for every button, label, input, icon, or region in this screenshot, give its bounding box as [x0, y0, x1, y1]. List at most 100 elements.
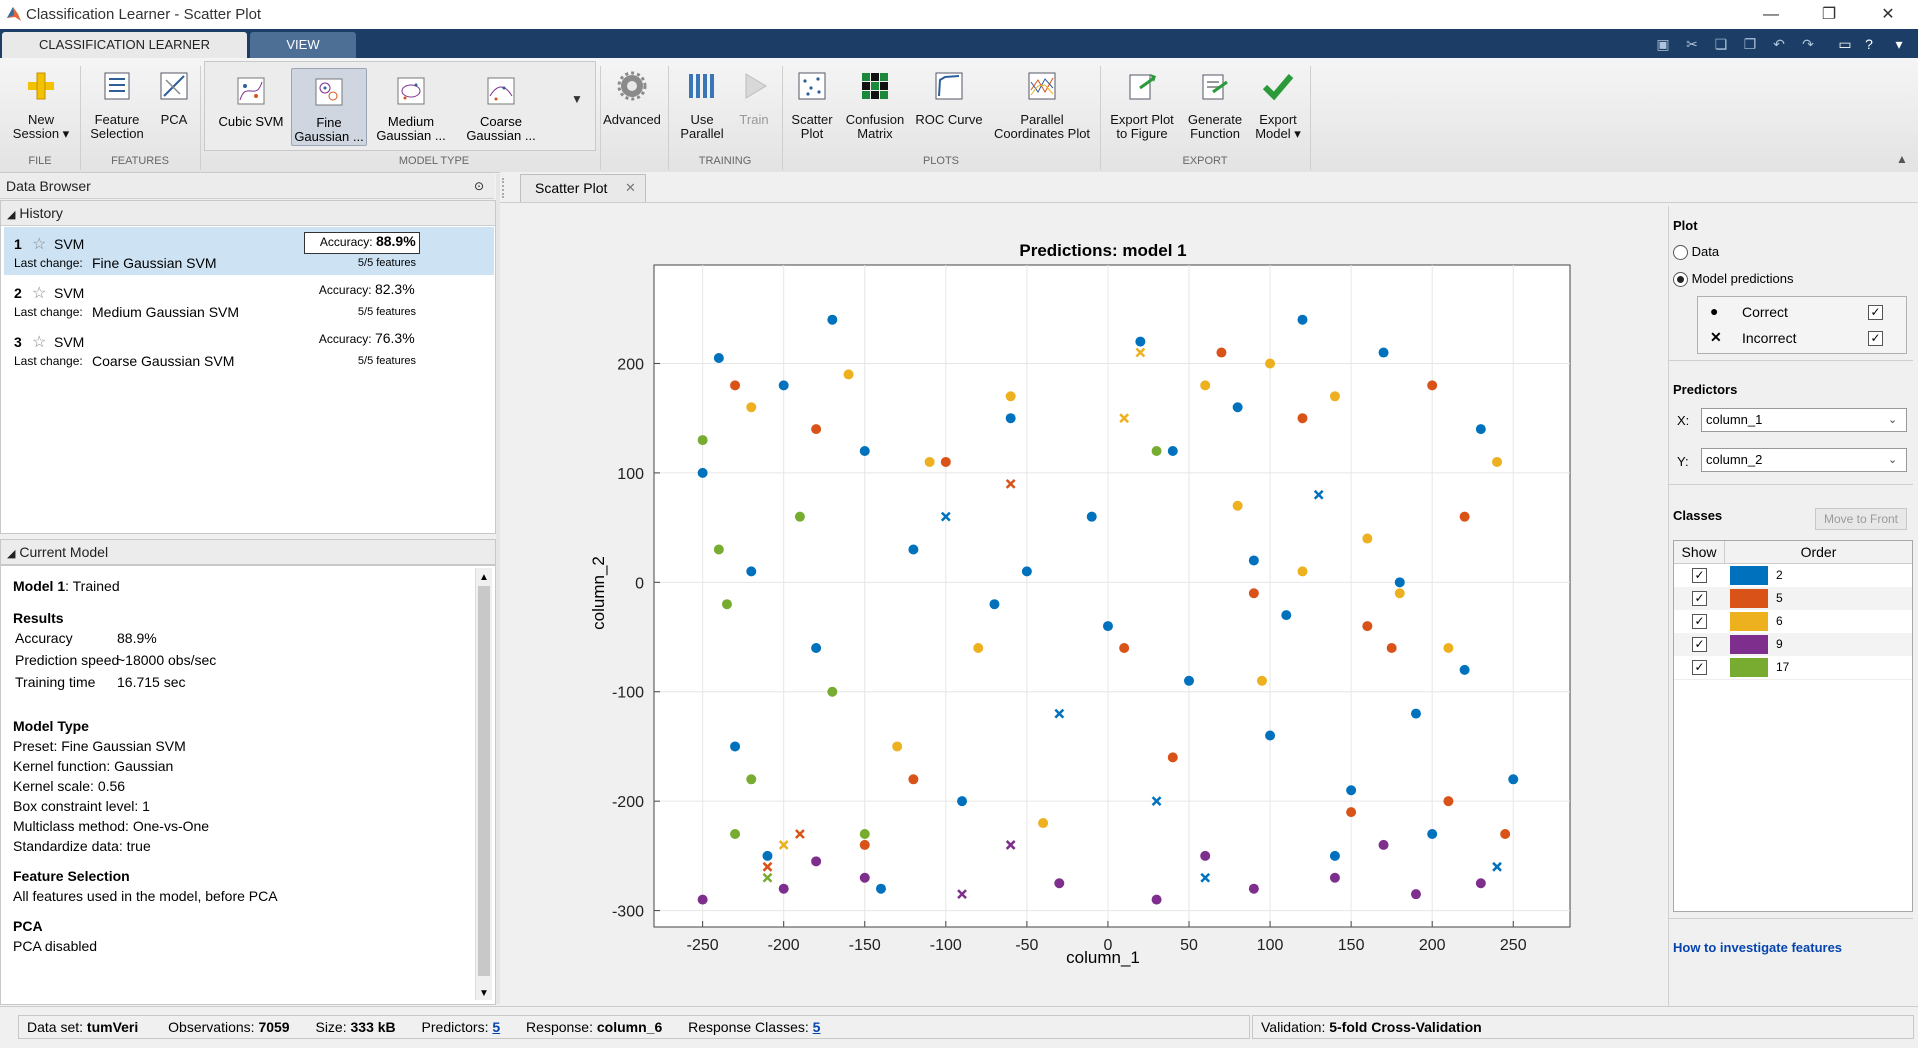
restore-button[interactable]: ❐ [1821, 6, 1837, 23]
help-icon[interactable]: ? [1865, 36, 1873, 52]
history-header[interactable]: ◢ History [1, 201, 495, 226]
model-predictions-radio[interactable]: Model predictions [1673, 271, 1794, 288]
x-predictor-select[interactable]: column_1 ⌄ [1701, 408, 1907, 432]
close-button[interactable]: ✕ [1881, 6, 1895, 23]
correct-point [1232, 500, 1243, 511]
class-row[interactable]: ✓ 2 [1674, 564, 1912, 588]
new-session-label: New Session ▾ [12, 112, 70, 141]
x-tick-label: -250 [687, 937, 719, 954]
predictors-link[interactable]: 5 [492, 1019, 501, 1035]
title-bar: Classification Learner - Scatter Plot — … [0, 0, 1918, 30]
data-browser-menu-icon[interactable]: ⊙ [474, 179, 485, 193]
undo-icon[interactable]: ↶ [1773, 36, 1785, 52]
class-row[interactable]: ✓ 6 [1674, 610, 1912, 634]
class-show-checkbox[interactable]: ✓ [1692, 614, 1707, 629]
current-model-header[interactable]: ◢ Current Model [0, 539, 496, 565]
tab-scatter-plot[interactable]: Scatter Plot ✕ [520, 174, 646, 202]
collapse-ribbon-icon[interactable]: ▲ [1896, 152, 1908, 166]
class-row[interactable]: ✓ 17 [1674, 656, 1912, 680]
feature-selection-button[interactable]: Feature Selection [84, 64, 150, 150]
scroll-down-icon[interactable]: ▼ [479, 988, 489, 999]
advanced-button[interactable]: Advanced [602, 64, 662, 150]
export-plot-button[interactable]: Export Plot to Figure [1104, 64, 1180, 150]
star-icon[interactable]: ☆ [32, 236, 47, 253]
correct-point [713, 353, 724, 364]
use-parallel-button[interactable]: Use Parallel [674, 64, 730, 150]
correct-point [989, 599, 1000, 610]
new-session-button[interactable]: New Session ▾ [6, 64, 76, 150]
scroll-up-icon[interactable]: ▲ [479, 572, 489, 583]
scrollbar-thumb[interactable] [478, 586, 490, 976]
expand-icon[interactable]: ▾ [1895, 36, 1903, 52]
confusion-matrix-label: Confusion Matrix [845, 112, 905, 141]
data-radio[interactable]: Data [1673, 244, 1719, 261]
fine-gaussian-label: Fine Gaussian ... [294, 115, 364, 144]
result-key: Accuracy [15, 630, 73, 646]
pca-button[interactable]: PCA [152, 64, 196, 150]
y-predictor-select[interactable]: column_2 ⌄ [1701, 448, 1907, 472]
correct-point [1362, 533, 1373, 544]
train-button[interactable]: Train [732, 64, 776, 150]
class-row[interactable]: ✓ 9 [1674, 633, 1912, 657]
class-show-checkbox[interactable]: ✓ [1692, 568, 1707, 583]
correct-point [892, 741, 903, 752]
history-item[interactable]: 3 ☆ SVM Last change: Coarse Gaussian SVM Accu… [4, 325, 494, 374]
incorrect-checkbox[interactable]: ✓ [1868, 331, 1883, 346]
cubic-svm-item[interactable]: Cubic SVM [213, 68, 289, 144]
last-change-label: Last change: [14, 354, 83, 368]
copy-icon[interactable]: ❏ [1714, 36, 1728, 52]
confusion-matrix-button[interactable]: Confusion Matrix [842, 64, 908, 150]
response-classes-link[interactable]: 5 [812, 1019, 821, 1035]
tab-view[interactable]: VIEW [250, 32, 356, 58]
correct-point [1427, 828, 1438, 839]
medium-gaussian-item[interactable]: Medium Gaussian ... [371, 68, 451, 144]
move-to-front-button[interactable]: Move to Front [1815, 508, 1907, 530]
class-show-checkbox[interactable]: ✓ [1692, 637, 1707, 652]
gallery-expand-icon[interactable]: ▼ [571, 92, 583, 106]
how-to-investigate-link[interactable]: How to investigate features [1673, 940, 1843, 955]
export-model-button[interactable]: Export Model ▾ [1250, 64, 1306, 150]
close-tab-icon[interactable]: ✕ [625, 180, 636, 195]
current-model-scrollbar[interactable]: ▲ ▼ [475, 568, 492, 1000]
scatter-plot-button[interactable]: Scatter Plot [786, 64, 838, 150]
class-row[interactable]: ✓ 5 [1674, 587, 1912, 611]
incorrect-point [1313, 489, 1324, 500]
incorrect-point [940, 511, 951, 522]
incorrect-marker-icon: ✕ [1710, 329, 1722, 345]
class-show-checkbox[interactable]: ✓ [1692, 660, 1707, 675]
save-icon[interactable]: ▣ [1656, 36, 1670, 52]
class-color-swatch [1730, 635, 1768, 654]
panel-splitter[interactable] [496, 174, 502, 1004]
model-type-line: Kernel function: Gaussian [13, 758, 174, 774]
roc-curve-button[interactable]: ROC Curve [914, 64, 984, 150]
fine-gaussian-item[interactable]: Fine Gaussian ... [291, 68, 367, 146]
tab-classification-learner[interactable]: CLASSIFICATION LEARNER [2, 32, 247, 58]
parallel-coordinates-button[interactable]: Parallel Coordinates Plot [990, 64, 1094, 150]
y-tick-label: -100 [612, 685, 644, 702]
star-icon[interactable]: ☆ [32, 285, 47, 302]
history-item[interactable]: 2 ☆ SVM Last change: Medium Gaussian SVM Accu… [4, 276, 494, 325]
generate-function-button[interactable]: Generate Function [1184, 64, 1246, 150]
scatter-plot-tab-label: Scatter Plot [535, 180, 608, 196]
history-panel: ◢ History 1 ☆ SVM Last change: Fine Gaussian… [0, 200, 496, 534]
correct-point [859, 446, 870, 457]
star-icon[interactable]: ☆ [32, 334, 47, 351]
paste-icon[interactable]: ❐ [1743, 36, 1757, 52]
fine-gaussian-icon [315, 78, 343, 106]
correct-checkbox[interactable]: ✓ [1868, 305, 1883, 320]
model-gallery: Cubic SVM Fine Gaussian ... Medium Gauss… [204, 61, 596, 151]
incorrect-point [1492, 861, 1502, 872]
switch-windows-icon[interactable]: ▭ [1838, 36, 1852, 52]
minimize-button[interactable]: — [1763, 6, 1779, 23]
feature-selection-label: Feature Selection [90, 112, 144, 141]
validation-label: Validation: [1261, 1019, 1326, 1035]
scatter-chart[interactable]: Predictions: model 1 column_1 column_2 -… [500, 203, 1666, 1006]
history-item[interactable]: 1 ☆ SVM Last change: Fine Gaussian SVM Accura… [4, 227, 494, 276]
accuracy-box: Accuracy: 76.3% [304, 330, 418, 350]
class-name: 9 [1776, 637, 1783, 651]
correct-point [1443, 796, 1454, 807]
redo-icon[interactable]: ↷ [1802, 36, 1814, 52]
cut-icon[interactable]: ✂ [1686, 36, 1698, 52]
class-show-checkbox[interactable]: ✓ [1692, 591, 1707, 606]
coarse-gaussian-item[interactable]: Coarse Gaussian ... [461, 68, 541, 144]
